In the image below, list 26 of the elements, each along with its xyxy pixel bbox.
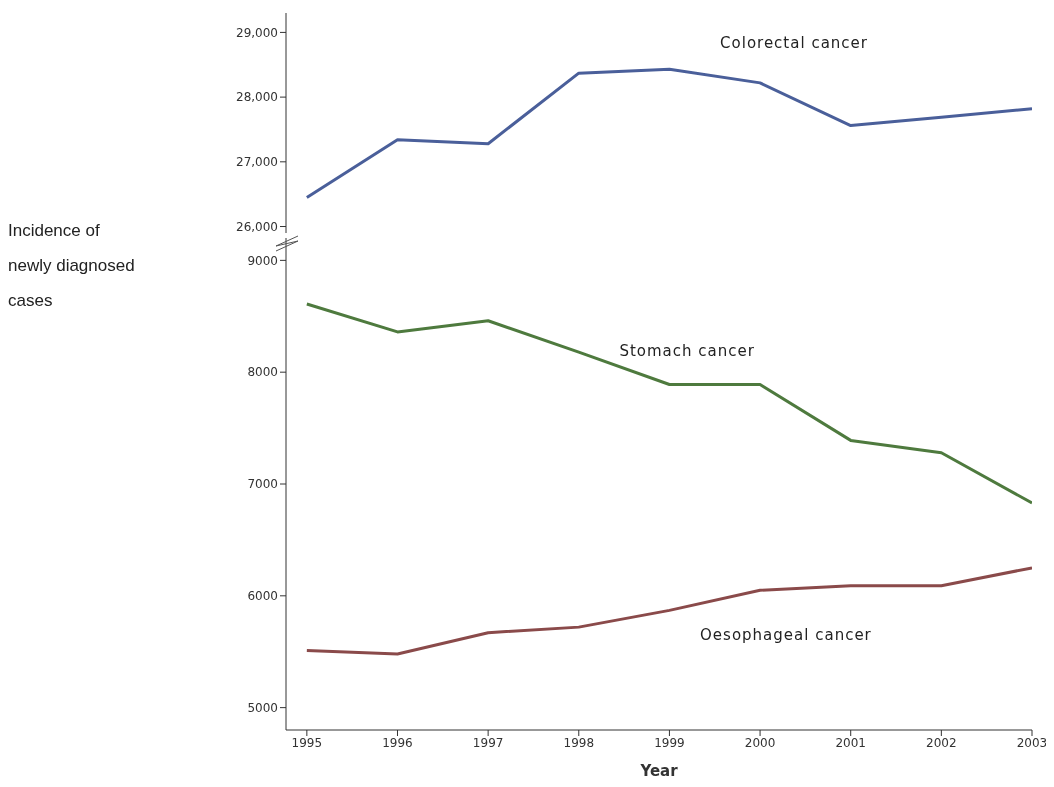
y-tick-label: 29,000 [236,25,278,40]
y-tick-label: 8000 [247,365,278,380]
series-label: Oesophageal cancer [700,626,872,645]
series-label: Stomach cancer [619,342,755,361]
line-series [305,67,1032,199]
x-tick-label: 2001 [835,735,866,750]
line-series [305,566,1032,656]
y-axis-title: Incidence of newly diagnosed cases [8,220,136,312]
y-tick-label: 6000 [247,589,278,604]
y-tick-label: 26,000 [236,219,278,234]
line-series [305,302,1032,505]
y-tick-label: 7000 [247,477,278,492]
x-tick-label: 1996 [382,735,413,750]
x-tick-label: 1999 [654,735,685,750]
y-tick-label: 28,000 [236,90,278,105]
y-tick-label: 9000 [247,253,278,268]
x-tick-label: 1995 [291,735,323,750]
y-tick-label: 5000 [247,700,278,715]
y-tick-label: 27,000 [236,155,278,170]
series-label: Colorectal cancer [720,33,868,52]
x-tick-label: 2003 [1016,735,1048,750]
x-tick-label: 2000 [744,735,776,750]
x-tick-label: 1997 [472,735,504,750]
x-axis-title: Year [639,762,679,780]
x-tick-label: 2002 [926,735,957,750]
x-tick-label: 1998 [563,735,595,750]
